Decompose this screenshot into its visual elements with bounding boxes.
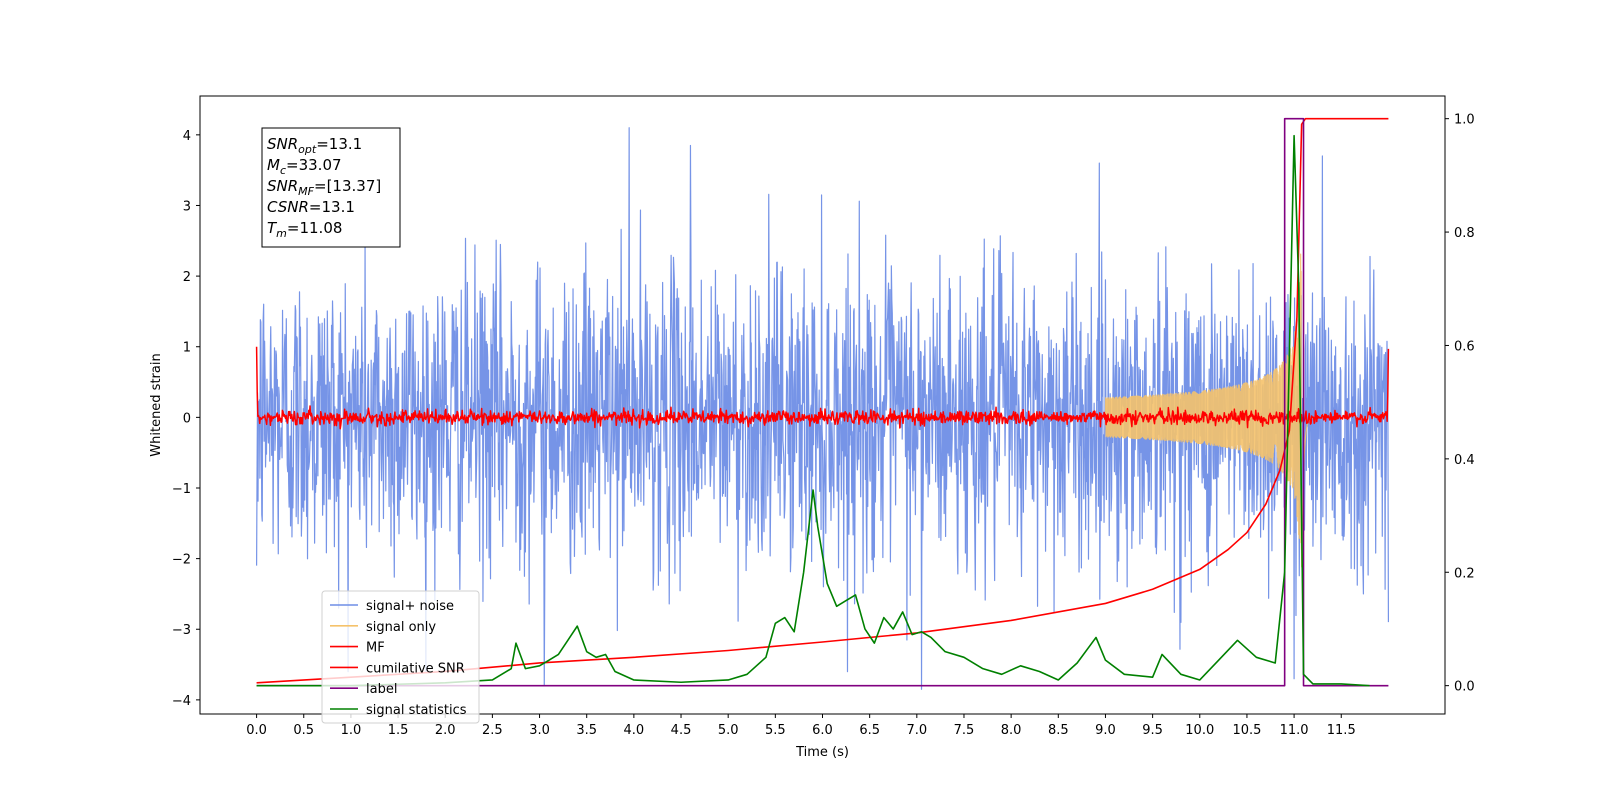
x-tick-label: 6.0: [812, 723, 833, 738]
stats-subscript: c: [280, 164, 286, 177]
legend-entry: label: [366, 682, 397, 697]
x-tick-label: 3.5: [576, 723, 597, 738]
stats-row: CSNR=13.1: [267, 198, 355, 216]
stats-subscript: opt: [298, 143, 317, 156]
x-tick-label: 6.5: [859, 723, 880, 738]
legend-entry: signal statistics: [366, 703, 467, 718]
y2-axis-ticks: 0.0 0.2 0.4 0.6 0.8 1.0: [1445, 113, 1475, 695]
stats-value: =[13.37]: [314, 177, 381, 195]
x-tick-label: 5.5: [765, 723, 786, 738]
cumilative-snr-line: [256, 117, 1389, 684]
y2-tick-label: 0.2: [1454, 566, 1475, 581]
series-layer: [255, 117, 1390, 690]
signal-noise-line: [255, 127, 1390, 690]
x-tick-label: 9.5: [1142, 723, 1163, 738]
label-line: [256, 117, 1389, 687]
x-tick-label: 1.5: [388, 723, 409, 738]
x-tick-label: 3.0: [529, 723, 550, 738]
y-axis-label: Whitened strain: [149, 353, 164, 456]
stats-value: =13.1: [309, 198, 355, 216]
legend-entry: signal+ noise: [366, 599, 454, 614]
y-tick-label: −2: [172, 553, 191, 568]
x-tick-label: 5.0: [718, 723, 739, 738]
y-axis-ticks: −4 −3 −2 −1 0 1 2 3 4: [172, 129, 200, 709]
stats-symbol: SNR: [267, 177, 298, 195]
stats-row: SNRMF=[13.37]: [267, 177, 381, 198]
y-tick-label: 4: [183, 129, 191, 144]
stats-subscript: m: [276, 227, 287, 240]
legend: signal+ noise signal only MF cumilative SNR…: [321, 590, 480, 724]
stats-subscript: MF: [298, 185, 314, 198]
signal-only-line: [1104, 253, 1314, 568]
y-tick-label: 1: [183, 341, 191, 356]
x-tick-label: 11.5: [1327, 723, 1356, 738]
y-tick-label: 2: [183, 270, 191, 285]
y2-tick-label: 0.6: [1454, 339, 1475, 354]
stats-row: SNRopt=13.1: [267, 135, 362, 156]
stats-symbol: SNR: [267, 135, 298, 153]
x-tick-label: 2.0: [435, 723, 456, 738]
stats-value: =13.1: [316, 135, 362, 153]
y-tick-label: −3: [172, 623, 191, 638]
legend-frame: [321, 590, 480, 724]
y2-tick-label: 0.4: [1454, 453, 1475, 468]
stats-symbol: CSNR: [267, 198, 309, 216]
y2-tick-label: 0.0: [1454, 680, 1475, 695]
x-tick-label: 10.5: [1232, 723, 1261, 738]
x-tick-label: 0.5: [293, 723, 314, 738]
y-tick-label: 0: [183, 411, 191, 426]
stats-value: =33.07: [286, 156, 342, 174]
stats-row: Mc=33.07: [267, 156, 342, 177]
x-tick-label: 8.5: [1048, 723, 1069, 738]
legend-entry: MF: [366, 641, 385, 656]
stats-box: SNRopt=13.1Mc=33.07SNRMF=[13.37]CSNR=13.…: [261, 127, 401, 248]
stats-value: =11.08: [287, 219, 343, 237]
y-tick-label: 3: [183, 199, 191, 214]
y-tick-label: −1: [172, 482, 191, 497]
x-axis-label: Time (s): [795, 745, 849, 760]
y-tick-label: −4: [172, 694, 191, 709]
x-tick-label: 7.5: [954, 723, 975, 738]
stats-symbol: T: [267, 219, 278, 237]
legend-entry: cumilative SNR: [366, 661, 465, 676]
stats-row: Tm=11.08: [267, 219, 342, 240]
x-tick-label: 2.5: [482, 723, 503, 738]
x-tick-label: 9.0: [1095, 723, 1116, 738]
x-tick-label: 0.0: [246, 723, 267, 738]
stats-box-frame: [261, 127, 401, 248]
x-tick-label: 8.0: [1001, 723, 1022, 738]
x-tick-label: 1.0: [341, 723, 362, 738]
x-tick-label: 7.0: [906, 723, 927, 738]
signal-statistics-line: [256, 134, 1370, 687]
x-tick-label: 4.5: [671, 723, 692, 738]
x-tick-label: 4.0: [624, 723, 645, 738]
mf-line: [255, 346, 1390, 430]
x-tick-label: 11.0: [1280, 723, 1309, 738]
legend-entry: signal only: [366, 620, 436, 635]
x-tick-label: 10.0: [1185, 723, 1214, 738]
x-axis-ticks: 0.0 0.5 1.0 1.5 2.0 2.5 3.0 3.5 4.0 4.5 5.0 5.5 6.0 6…: [246, 714, 1356, 738]
y2-tick-label: 1.0: [1454, 113, 1475, 128]
stats-symbol: M: [267, 156, 280, 174]
y2-tick-label: 0.8: [1454, 226, 1475, 241]
